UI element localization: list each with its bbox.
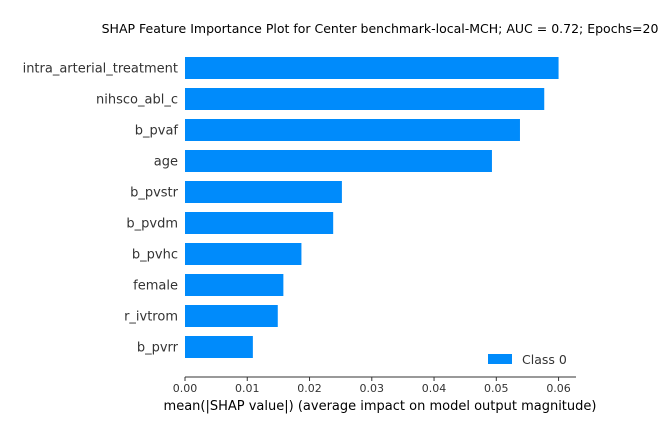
category-label-b-pvdm: b_pvdm — [126, 217, 178, 232]
bar-b-pvstr — [185, 181, 342, 203]
legend-swatch — [488, 354, 512, 364]
x-tick-label: 0.03 — [360, 382, 385, 395]
category-label-b-pvaf: b_pvaf — [135, 124, 179, 139]
bar-female — [185, 274, 284, 296]
category-label-age: age — [154, 155, 178, 170]
bar-b-pvaf — [185, 119, 520, 141]
category-label-b-pvrr: b_pvrr — [137, 341, 179, 356]
bar-intra-arterial-treatment — [185, 57, 559, 79]
x-tick-label: 0.00 — [173, 382, 198, 395]
x-axis-label: mean(|SHAP value|) (average impact on mo… — [164, 399, 597, 414]
bar-r-ivtrom — [185, 305, 278, 327]
x-tick-label: 0.01 — [235, 382, 260, 395]
bar-nihsco-abl-c — [185, 88, 545, 110]
category-label-r-ivtrom: r_ivtrom — [124, 310, 178, 325]
bar-b-pvdm — [185, 212, 334, 234]
category-label-b-pvstr: b_pvstr — [130, 186, 179, 201]
category-label-b-pvhc: b_pvhc — [132, 248, 178, 263]
x-tick-label: 0.05 — [484, 382, 509, 395]
x-axis-ticks: 0.00 0.01 0.02 0.03 0.04 0.05 0.06 — [173, 377, 571, 395]
chart-title: SHAP Feature Importance Plot for Center … — [102, 21, 659, 36]
x-tick-label: 0.06 — [546, 382, 571, 395]
legend: Class 0 — [488, 352, 567, 367]
bars-group — [185, 57, 559, 358]
bar-b-pvhc — [185, 243, 302, 265]
bar-b-pvrr — [185, 336, 253, 358]
category-label-nihsco-abl-c: nihsco_abl_c — [96, 93, 178, 108]
category-labels: intra_arterial_treatment nihsco_abl_c b_pv… — [23, 62, 179, 356]
x-tick-label: 0.04 — [422, 382, 447, 395]
bar-age — [185, 150, 492, 172]
category-label-female: female — [133, 279, 178, 294]
legend-label-class-0: Class 0 — [522, 352, 567, 367]
category-label-intra-arterial-treatment: intra_arterial_treatment — [23, 62, 178, 77]
x-tick-label: 0.02 — [297, 382, 322, 395]
